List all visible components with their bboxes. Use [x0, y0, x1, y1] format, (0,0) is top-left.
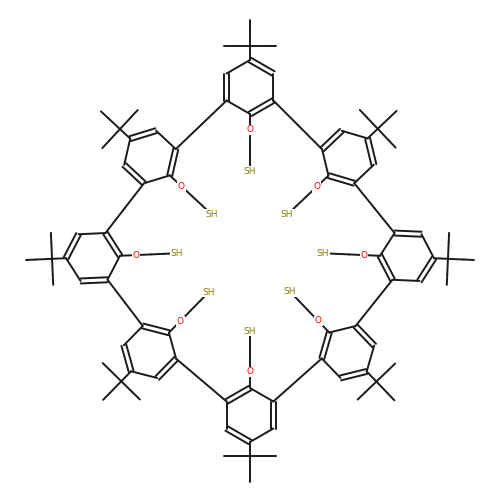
Text: O: O	[178, 182, 185, 191]
Text: SH: SH	[284, 287, 296, 296]
Text: O: O	[246, 368, 254, 376]
Text: SH: SH	[206, 210, 218, 218]
Text: O: O	[176, 317, 184, 326]
Text: O: O	[132, 250, 140, 260]
Text: SH: SH	[281, 210, 293, 220]
Text: SH: SH	[244, 326, 256, 336]
Text: SH: SH	[170, 249, 183, 258]
Text: O: O	[360, 250, 368, 260]
Text: O: O	[314, 316, 322, 326]
Text: SH: SH	[244, 166, 256, 175]
Text: SH: SH	[317, 249, 330, 258]
Text: SH: SH	[202, 288, 215, 296]
Text: O: O	[314, 182, 320, 191]
Text: O: O	[246, 126, 254, 134]
